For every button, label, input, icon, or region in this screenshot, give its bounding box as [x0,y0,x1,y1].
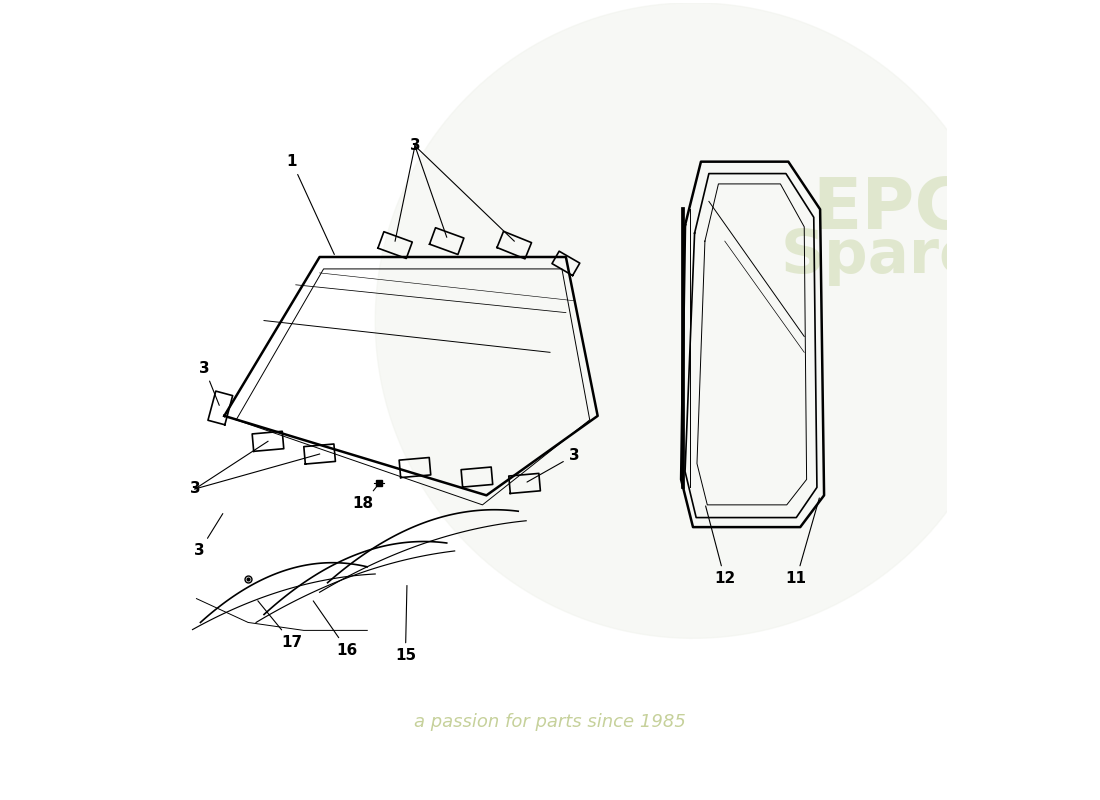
Text: Spares: Spares [780,227,1018,286]
Text: 15: 15 [395,586,416,663]
Polygon shape [375,2,1011,638]
Text: 3: 3 [195,514,223,558]
Text: 12: 12 [705,506,736,586]
Text: a passion for parts since 1985: a passion for parts since 1985 [414,713,686,730]
Text: 16: 16 [314,601,358,658]
Text: 3: 3 [199,361,219,406]
Text: 11: 11 [785,498,820,586]
Text: 18: 18 [353,486,377,510]
Text: 3: 3 [189,482,200,497]
Text: 3: 3 [409,138,420,154]
Text: 3: 3 [527,448,579,482]
Text: 1: 1 [287,154,334,254]
Text: 17: 17 [257,601,303,650]
Text: EPC: EPC [812,175,968,244]
